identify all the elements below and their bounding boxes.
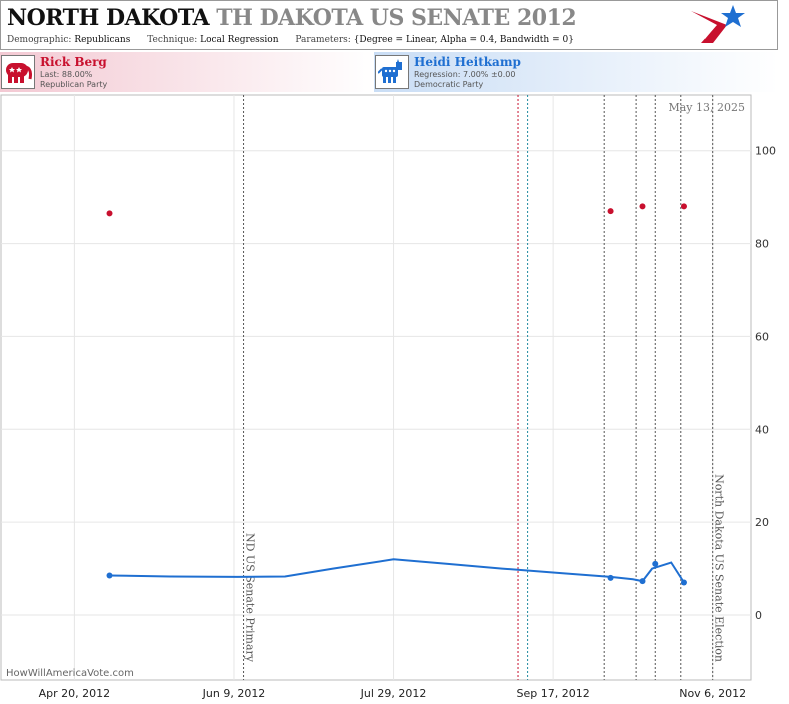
candidate-dem: Heidi Heitkamp Regression: 7.00% ±0.00 D… — [374, 52, 778, 92]
data-point — [680, 203, 687, 210]
title-race: TH DAKOTA US SENATE 2012 — [216, 5, 577, 31]
y-tick-label: 20 — [755, 516, 769, 529]
data-point — [639, 203, 646, 210]
rep-candidate-name: Rick Berg — [40, 55, 107, 69]
date-stamp: May 13, 2025 — [668, 101, 745, 114]
data-point — [639, 578, 646, 585]
site-credit: HowWillAmericaVote.com — [6, 668, 134, 679]
technique-label: Technique: — [147, 35, 198, 45]
chart-header: NORTH DAKOTA TH DAKOTA US SENATE 2012 De… — [0, 0, 778, 50]
data-point — [607, 208, 614, 215]
dem-candidate-name: Heidi Heitkamp — [414, 55, 521, 69]
candidate-rep: Rick Berg Last: 88.00% Republican Party — [0, 52, 374, 92]
parameters-label: Parameters: — [295, 35, 351, 45]
event-label: ND US Senate Primary — [244, 533, 257, 663]
parameters-value: {Degree = Linear, Alpha = 0.4, Bandwidth… — [353, 35, 574, 45]
data-point — [607, 574, 614, 581]
data-point — [652, 560, 659, 567]
series-layer — [106, 203, 687, 586]
x-tick-label: Jul 29, 2012 — [360, 687, 427, 700]
dem-candidate-party: Democratic Party — [414, 80, 484, 89]
y-tick-label: 0 — [755, 609, 762, 622]
demographic-value: Republicans — [74, 35, 131, 45]
data-point — [680, 579, 687, 586]
y-tick-label: 100 — [755, 145, 776, 158]
x-tick-label: Sep 17, 2012 — [517, 687, 590, 700]
donkey-icon — [375, 55, 409, 89]
site-logo — [691, 5, 745, 43]
y-axis: 0 20 40 60 80 100 — [755, 145, 776, 622]
chart-title: NORTH DAKOTA TH DAKOTA US SENATE 2012 — [7, 5, 577, 31]
rep-candidate-stat: Last: 88.00% — [40, 70, 93, 79]
chart-parameters: Demographic: Republicans Technique: Loca… — [7, 35, 588, 45]
y-tick-label: 60 — [755, 330, 769, 343]
elephant-icon — [1, 55, 35, 89]
x-tick-label: Apr 20, 2012 — [39, 687, 111, 700]
plot-area — [0, 94, 752, 681]
trend-line — [109, 558, 685, 584]
event-lines: ND US Senate Primary North Dakota US Sena… — [243, 95, 726, 680]
x-tick-label: Jun 9, 2012 — [202, 687, 266, 700]
y-tick-label: 80 — [755, 238, 769, 251]
title-state: NORTH DAKOTA — [7, 5, 210, 31]
y-tick-label: 40 — [755, 423, 769, 436]
demographic-label: Demographic: — [7, 35, 72, 45]
x-tick-label: Nov 6, 2012 — [679, 687, 746, 700]
technique-value: Local Regression — [200, 35, 279, 45]
dem-candidate-stat: Regression: 7.00% ±0.00 — [414, 70, 516, 79]
x-axis: Apr 20, 2012 Jun 9, 2012 Jul 29, 2012 Sep 1… — [39, 687, 747, 700]
data-point — [106, 572, 113, 579]
candidate-bar: Rick Berg Last: 88.00% Republican Party … — [0, 52, 778, 92]
event-label: North Dakota US Senate Election — [713, 474, 726, 662]
rep-candidate-party: Republican Party — [40, 80, 108, 89]
data-point — [106, 210, 113, 217]
